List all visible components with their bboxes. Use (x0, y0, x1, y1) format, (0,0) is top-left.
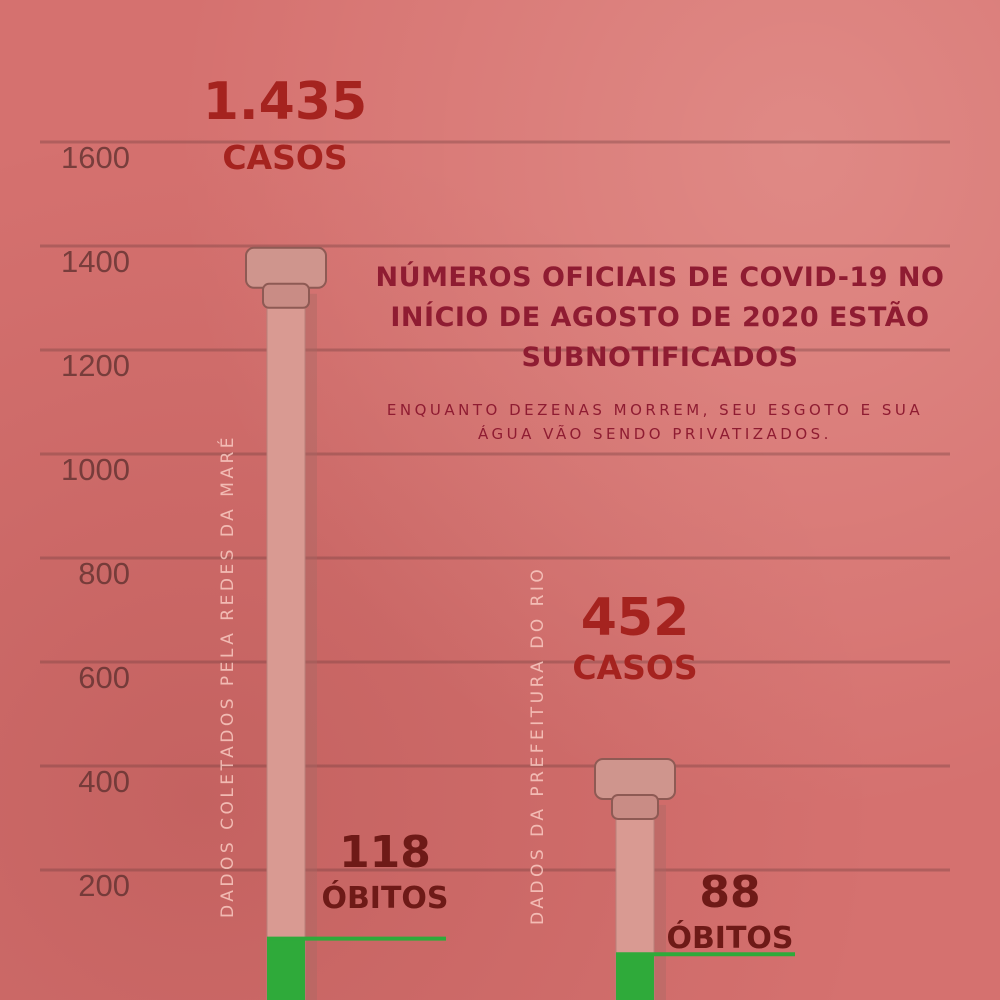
y-tick-600: 600 (78, 660, 130, 695)
y-tick-1600: 1600 (61, 140, 130, 175)
cases-value-prefeitura: 452 (580, 588, 690, 648)
cases-label-mare: CASOS (222, 138, 348, 177)
cases-label-prefeitura: CASOS (572, 648, 698, 687)
deaths-label-mare: ÓBITOS (321, 881, 449, 916)
deaths-bar-1 (616, 954, 654, 1000)
deaths-value-prefeitura: 88 (699, 867, 761, 918)
y-tick-400: 400 (78, 764, 130, 799)
y-tick-200: 200 (78, 868, 130, 903)
y-tick-1400: 1400 (61, 244, 130, 279)
chart-subtitle: ENQUANTO DEZENAS MORREM, SEU ESGOTO E SU… (386, 401, 924, 443)
y-tick-1200: 1200 (61, 348, 130, 383)
chart-title: NÚMEROS OFICIAIS DE COVID-19 NO INÍCIO D… (375, 262, 945, 373)
category-label-mare: DADOS COLETADOS PELA REDES DA MARÉ (218, 433, 238, 918)
y-tick-1000: 1000 (61, 452, 130, 487)
pipe-collar-0 (262, 282, 310, 309)
y-tick-800: 800 (78, 556, 130, 591)
pipe-tee-1 (594, 757, 676, 800)
deaths-label-prefeitura: ÓBITOS (666, 921, 794, 956)
cases-bar-0 (266, 285, 306, 1000)
cases-value-mare: 1.435 (202, 72, 368, 132)
deaths-value-mare: 118 (339, 827, 431, 878)
pipe-collar-1 (611, 793, 659, 820)
category-label-prefeitura: DADOS DA PREFEITURA DO RIO (528, 565, 548, 925)
deaths-bar-0 (267, 938, 305, 1000)
pipe-tee-0 (245, 246, 327, 289)
